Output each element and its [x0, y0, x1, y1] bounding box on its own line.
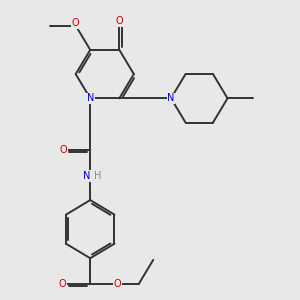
Text: N: N [167, 93, 175, 103]
Text: N: N [83, 171, 90, 181]
Text: O: O [114, 279, 122, 289]
Text: O: O [60, 145, 67, 155]
Text: O: O [72, 18, 80, 28]
Text: H: H [94, 171, 101, 181]
Text: O: O [116, 16, 123, 26]
Text: N: N [86, 93, 94, 103]
Text: O: O [59, 279, 67, 289]
